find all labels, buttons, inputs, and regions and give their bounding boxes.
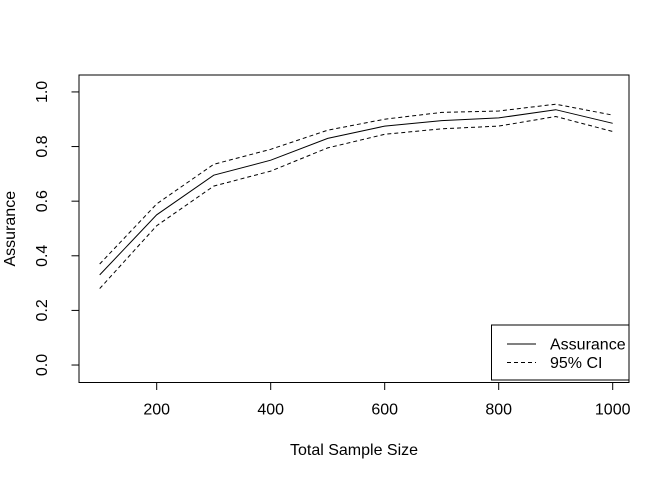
x-tick-label: 200 <box>143 402 170 419</box>
y-tick-label: 1.0 <box>34 81 51 103</box>
series-line-ci-lower <box>99 115 613 289</box>
legend-label-ci: 95% CI <box>550 355 602 372</box>
y-tick-label: 0.4 <box>34 245 51 267</box>
x-tick-label: 800 <box>485 402 512 419</box>
x-axis-title: Total Sample Size <box>290 442 418 459</box>
plot-box <box>78 74 630 383</box>
x-tick-label: 600 <box>371 402 398 419</box>
y-axis-title: Assurance <box>2 191 19 267</box>
series-line-assurance <box>99 109 613 276</box>
legend-label-assurance: Assurance <box>550 337 626 354</box>
legend-box <box>491 324 630 381</box>
x-tick-label: 1000 <box>595 402 631 419</box>
y-tick-label: 0.8 <box>34 135 51 157</box>
series-line-ci-upper <box>99 103 613 265</box>
y-tick-label: 0.2 <box>34 299 51 321</box>
x-tick-label: 400 <box>257 402 284 419</box>
y-tick-label: 0.6 <box>34 190 51 212</box>
legend: Assurance 95% CI <box>491 324 630 381</box>
y-tick-label: 0.0 <box>34 354 51 376</box>
